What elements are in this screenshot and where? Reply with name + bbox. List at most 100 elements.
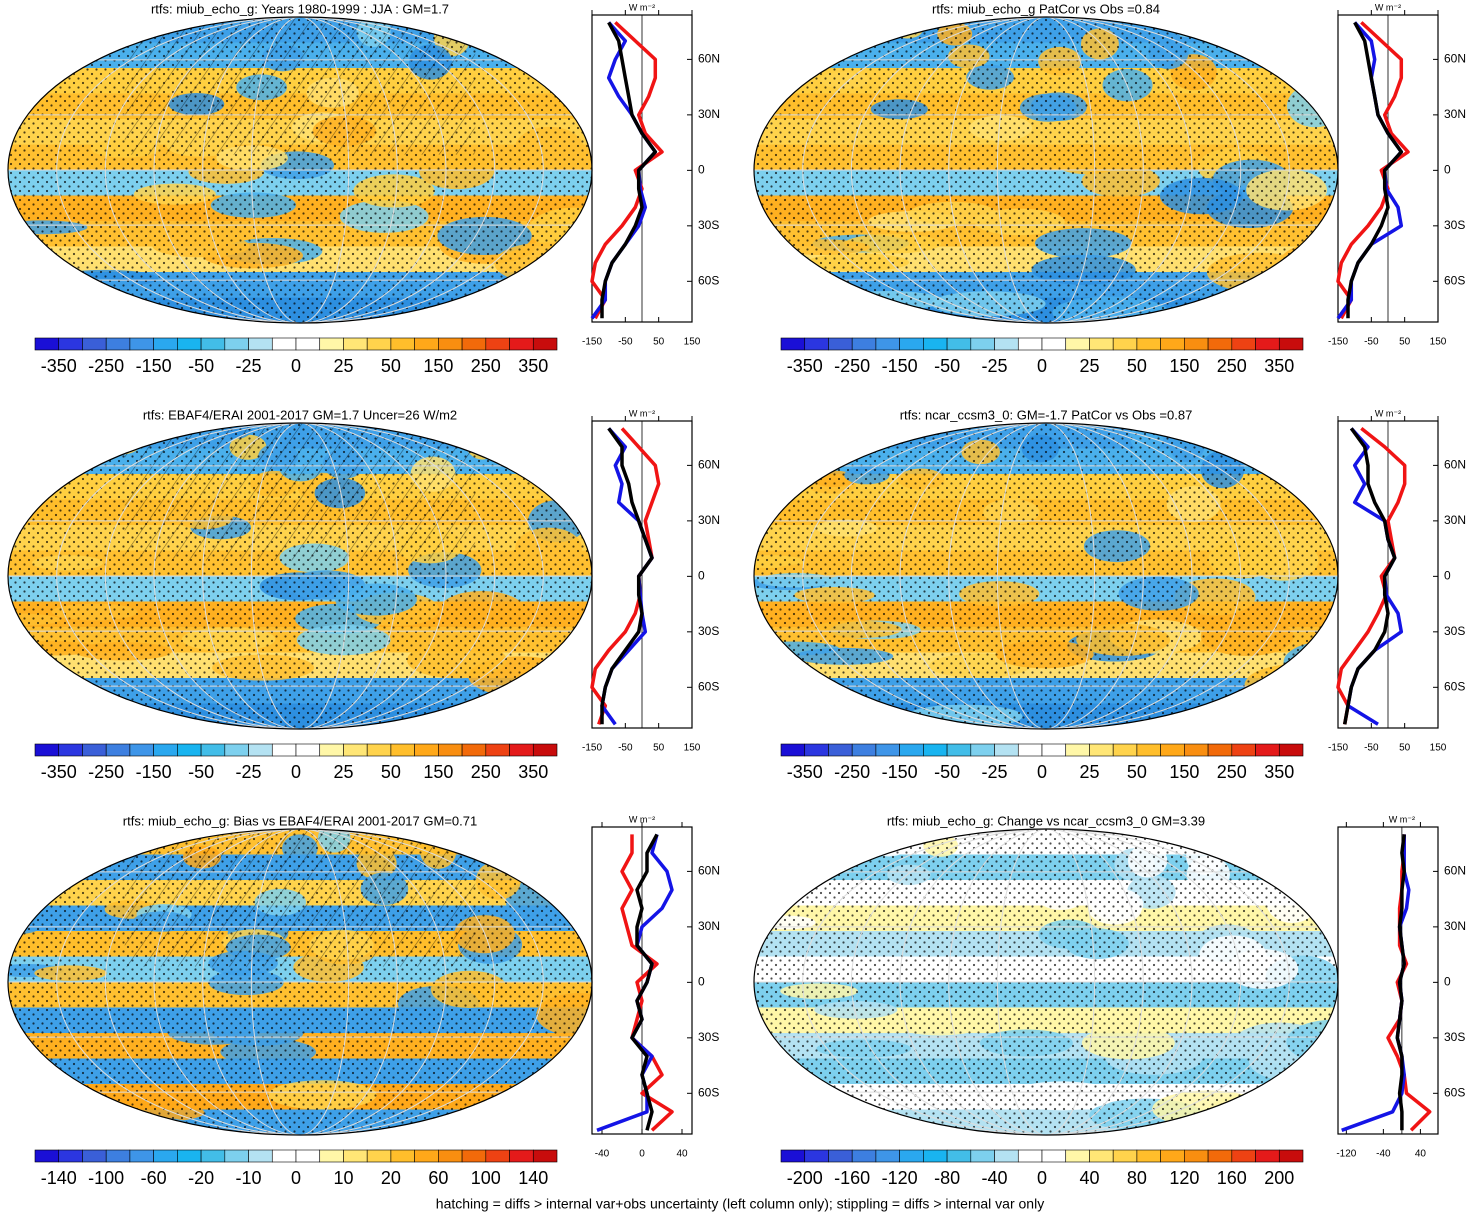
colorbar-box (899, 743, 924, 757)
y-tick-label: 60N (1444, 458, 1466, 472)
y-tick-label: 0 (698, 975, 705, 989)
colorbar-box (1278, 1149, 1304, 1163)
profile-line (1346, 21, 1404, 319)
colorbar-box (804, 743, 829, 757)
y-tick-label: 30N (1444, 919, 1466, 933)
map (754, 829, 1338, 1135)
map-blob (1170, 17, 1202, 38)
colorbar-label: 25 (1079, 356, 1099, 376)
map-blob (754, 282, 835, 296)
colorbar-label: 80 (1127, 1168, 1147, 1188)
graticule (250, 829, 350, 1135)
colorbar-box (1065, 337, 1090, 351)
colorbar-box (1231, 337, 1256, 351)
colorbar-box (532, 743, 558, 757)
colorbar-label: 50 (1127, 356, 1147, 376)
colorbar-box (1255, 1149, 1280, 1163)
colorbar-box (970, 337, 995, 351)
graticule (104, 829, 496, 1135)
colorbar-label: 25 (1079, 762, 1099, 782)
colorbar-box (271, 1149, 297, 1163)
graticule (56, 829, 544, 1135)
colorbar-box (295, 337, 321, 351)
hatching (124, 829, 476, 967)
colorbar-box (899, 1149, 924, 1163)
colorbar-label: -350 (41, 762, 77, 782)
colorbar-label: 0 (1037, 1168, 1047, 1188)
map-blob (1280, 829, 1317, 871)
colorbar-box (875, 743, 900, 757)
graticule (948, 829, 1144, 1135)
graticule (802, 829, 1290, 1135)
colorbar-box (105, 1149, 131, 1163)
y-tick-label: 0 (698, 569, 705, 583)
y-tick-label: 60N (698, 864, 720, 878)
colorbar-label: -25 (982, 762, 1008, 782)
colorbar-box (295, 1149, 321, 1163)
colorbar-box (1041, 337, 1067, 351)
colorbar-box (34, 743, 60, 757)
colorbar-label: 250 (471, 356, 501, 376)
x-tick-label: 0 (639, 1149, 645, 1160)
map (754, 423, 1338, 729)
colorbar-box (946, 337, 972, 351)
colorbar-box (129, 743, 154, 757)
colorbar-box (804, 1149, 829, 1163)
y-tick-label: 30N (698, 107, 720, 121)
y-tick-label: 60N (1444, 864, 1466, 878)
graticule (948, 423, 1144, 729)
colorbar-label: 350 (1264, 762, 1294, 782)
y-tick-label: 60N (1444, 52, 1466, 66)
colorbar-label: -50 (188, 356, 214, 376)
profile-line (1346, 427, 1404, 726)
map-blob (37, 449, 78, 465)
colorbar-box (994, 743, 1019, 757)
graticule (996, 423, 1096, 729)
colorbar-box (58, 743, 83, 757)
unit-label: W m⁻² (629, 2, 655, 12)
colorbar-box (1112, 1149, 1138, 1163)
graticule (202, 829, 398, 1135)
colorbar-box (1017, 1149, 1043, 1163)
graticule (802, 423, 1290, 729)
profile-line (620, 834, 674, 1132)
colorbar-label: 0 (291, 356, 301, 376)
x-tick-label: -40 (1376, 1149, 1391, 1160)
colorbar-box (200, 743, 226, 757)
colorbar-box (105, 743, 131, 757)
profile-line (1395, 834, 1406, 1131)
colorbar-box (994, 337, 1019, 351)
colorbar-label: 60 (428, 1168, 448, 1188)
colorbar-box (946, 743, 972, 757)
colorbar-box (414, 743, 439, 757)
colorbar-box (82, 337, 107, 351)
colorbar-label: -150 (136, 762, 172, 782)
profile-line (1386, 834, 1432, 1132)
y-tick-label: 30S (1444, 1030, 1465, 1044)
y-tick-label: 30S (698, 1030, 719, 1044)
unit-label: W m⁻² (629, 408, 655, 418)
colorbar-box (82, 1149, 107, 1163)
colorbar-box (1278, 743, 1304, 757)
colorbar-box (438, 743, 463, 757)
graticule (250, 423, 350, 729)
unit-label: W m⁻² (1375, 408, 1401, 418)
colorbar-label: 25 (333, 762, 353, 782)
colorbar-label: -25 (982, 356, 1008, 376)
graticule (56, 17, 544, 323)
colorbar-box (461, 743, 487, 757)
y-tick-label: 60S (698, 1085, 719, 1099)
hatching (124, 423, 476, 561)
colorbar-label: -160 (834, 1168, 870, 1188)
map-blob (8, 692, 86, 706)
map (8, 17, 592, 323)
x-tick-label: -50 (1364, 743, 1379, 754)
graticule (153, 17, 447, 323)
y-tick-label: 30N (1444, 513, 1466, 527)
colorbar-box (923, 743, 948, 757)
colorbar-box (129, 337, 154, 351)
colorbar-box (1160, 337, 1185, 351)
graticule (250, 17, 350, 323)
colorbar-box (343, 1149, 368, 1163)
colorbar-box (271, 337, 297, 351)
